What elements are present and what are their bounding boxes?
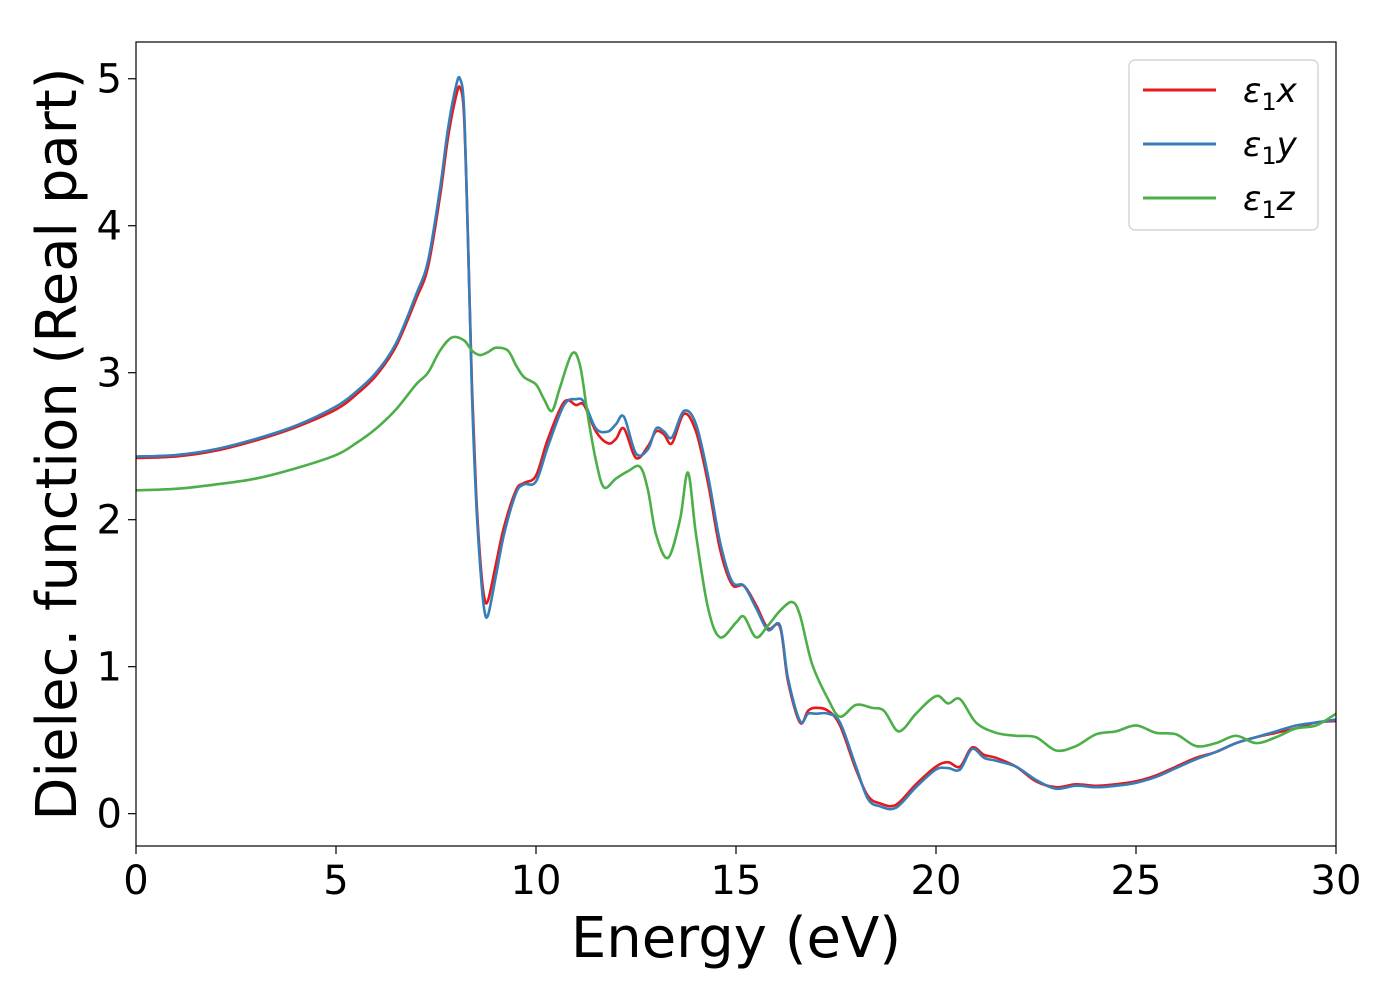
legend-label-suffix: z — [1276, 179, 1296, 219]
series-line-2 — [136, 335, 1336, 753]
legend-label-base: ε — [1243, 179, 1261, 219]
x-tick-label: 15 — [711, 858, 762, 904]
y-tick-label: 2 — [97, 498, 122, 544]
series-line-1 — [136, 75, 1336, 811]
legend-label: ε1x — [1243, 71, 1298, 116]
y-tick-label: 1 — [97, 645, 122, 691]
x-tick-label: 30 — [1311, 858, 1362, 904]
legend-label-base: ε — [1243, 125, 1261, 165]
plot-frame — [135, 41, 1337, 847]
x-tick-label: 20 — [911, 858, 962, 904]
ticks-layer: 0 5 10 15 20 25 30 0 1 2 3 4 5 — [97, 57, 1362, 904]
x-tick-label: 25 — [1111, 858, 1162, 904]
legend-label-suffix: y — [1276, 125, 1298, 165]
y-tick-label: 0 — [97, 792, 122, 838]
legend-box — [1128, 59, 1319, 231]
legend-label-suffix: x — [1276, 71, 1298, 111]
x-tick-label: 0 — [123, 858, 148, 904]
y-tick-label: 5 — [97, 57, 122, 103]
series-line-0 — [136, 85, 1336, 808]
x-axis-title: Energy (eV) — [571, 906, 901, 971]
legend-label: ε1y — [1243, 125, 1298, 170]
series-layer — [136, 75, 1336, 811]
legend-label-base: ε — [1243, 71, 1261, 111]
y-tick-label: 3 — [97, 351, 122, 397]
legend-label-subscript: 1 — [1261, 142, 1276, 170]
legend-label-subscript: 1 — [1261, 196, 1276, 224]
x-tick-label: 5 — [323, 858, 348, 904]
y-tick-label: 4 — [97, 204, 122, 250]
x-tick-label: 10 — [511, 858, 562, 904]
y-axis-title: Dielec. function (Real part) — [25, 67, 90, 820]
legend-label: ε1z — [1243, 179, 1296, 224]
legend-label-subscript: 1 — [1261, 88, 1276, 116]
